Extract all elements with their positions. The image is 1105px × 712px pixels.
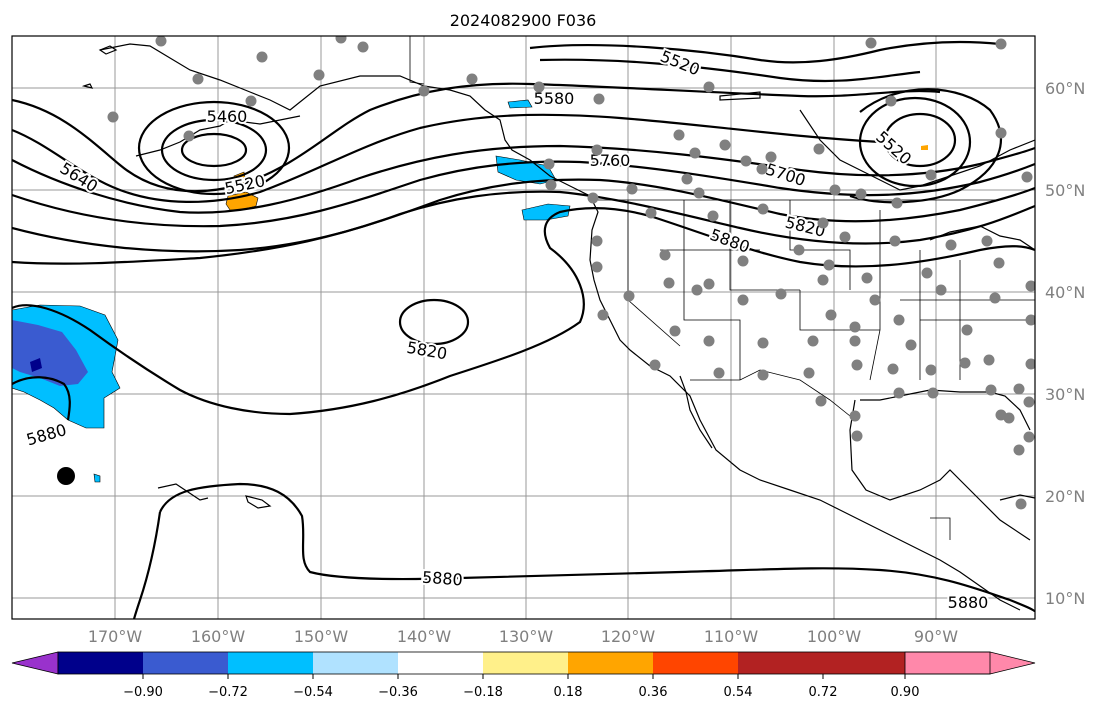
lat-label: 40°N — [1045, 283, 1085, 302]
contour-label: 5880 — [421, 568, 463, 590]
colorbar-ticks — [142, 674, 906, 679]
colorbar-tick-label: −0.72 — [208, 685, 248, 700]
station-markers — [107, 36, 1035, 510]
highlight-station-marker — [57, 467, 75, 485]
latitude-labels: 60°N 50°N 40°N 30°N 20°N 10°N — [1045, 79, 1085, 608]
coastlines — [81, 43, 1035, 611]
colorbar-segment — [58, 652, 143, 674]
lon-label: 100°W — [807, 627, 862, 646]
colorbar-segment — [738, 652, 823, 674]
colorbar-tick-label: 0.90 — [891, 685, 920, 700]
lat-label: 20°N — [1045, 487, 1085, 506]
colorbar-tick-label: −0.90 — [123, 685, 163, 700]
map-frame — [11, 35, 1036, 620]
colorbar-extend-max — [904, 651, 1036, 675]
colorbar-extend-min — [11, 651, 59, 675]
negative-anomaly-west-pacific-mid — [12, 320, 88, 386]
lon-label: 130°W — [499, 627, 554, 646]
lon-label: 120°W — [601, 627, 656, 646]
colorbar-segment — [143, 652, 228, 674]
negative-anomaly-bc-coast-2 — [521, 203, 571, 221]
colorbar-segment — [823, 652, 905, 674]
contour-label: 5820 — [405, 338, 448, 364]
negative-anomaly-small — [93, 473, 101, 483]
lat-label: 10°N — [1045, 589, 1085, 608]
colorbar-tick-label: −0.54 — [293, 685, 333, 700]
lon-label: 110°W — [704, 627, 759, 646]
height-contours — [12, 40, 1035, 619]
colorbar-tick-label: −0.36 — [378, 685, 418, 700]
lat-label: 60°N — [1045, 79, 1085, 98]
lon-label: 140°W — [397, 627, 452, 646]
colorbar-tick-label: 0.36 — [639, 685, 668, 700]
graticule — [12, 36, 1035, 619]
colorbar-segment — [483, 652, 568, 674]
colorbar-segment — [653, 652, 738, 674]
contour-label: 5880 — [948, 593, 989, 612]
lon-label: 150°W — [294, 627, 349, 646]
colorbar-tick-label: −0.18 — [463, 685, 503, 700]
contour-labels: 5520 5580 5460 5640 5520 5760 5700 5520 … — [22, 44, 990, 614]
lon-label: 90°W — [914, 627, 958, 646]
colorbar-segment — [398, 652, 483, 674]
contour-label: 5640 — [57, 158, 102, 196]
negative-anomaly-west-pacific-core — [30, 358, 42, 372]
colorbar: −0.90 −0.72 −0.54 −0.36 −0.18 0.18 0.36 … — [11, 651, 1036, 700]
contour-label: 5460 — [207, 107, 248, 126]
lat-label: 50°N — [1045, 181, 1085, 200]
contour-label: 5580 — [534, 89, 575, 108]
lon-label: 170°W — [88, 627, 143, 646]
positive-anomaly-hudson — [921, 145, 928, 150]
map-area: 5520 5580 5460 5640 5520 5760 5700 5520 … — [12, 36, 1035, 619]
longitude-labels: 170°W 160°W 150°W 140°W 130°W 120°W 110°… — [88, 627, 958, 646]
colorbar-segment — [568, 652, 653, 674]
colorbar-segment — [228, 652, 313, 674]
colorbar-tick-label: 0.72 — [809, 685, 838, 700]
lat-label: 30°N — [1045, 385, 1085, 404]
colorbar-tick-label: 0.18 — [554, 685, 583, 700]
contour-label: 5520 — [223, 171, 267, 198]
map-title: 2024082900 F036 — [450, 11, 597, 30]
contour-label: 5520 — [872, 127, 915, 168]
anomaly-shading — [12, 99, 928, 483]
colorbar-tick-label: 0.54 — [724, 685, 753, 700]
contour-label: 5880 — [24, 420, 68, 449]
colorbar-segment — [313, 652, 398, 674]
negative-anomaly-alaska-panhandle — [507, 99, 533, 109]
lon-label: 160°W — [191, 627, 246, 646]
colorbar-outline — [57, 651, 991, 675]
